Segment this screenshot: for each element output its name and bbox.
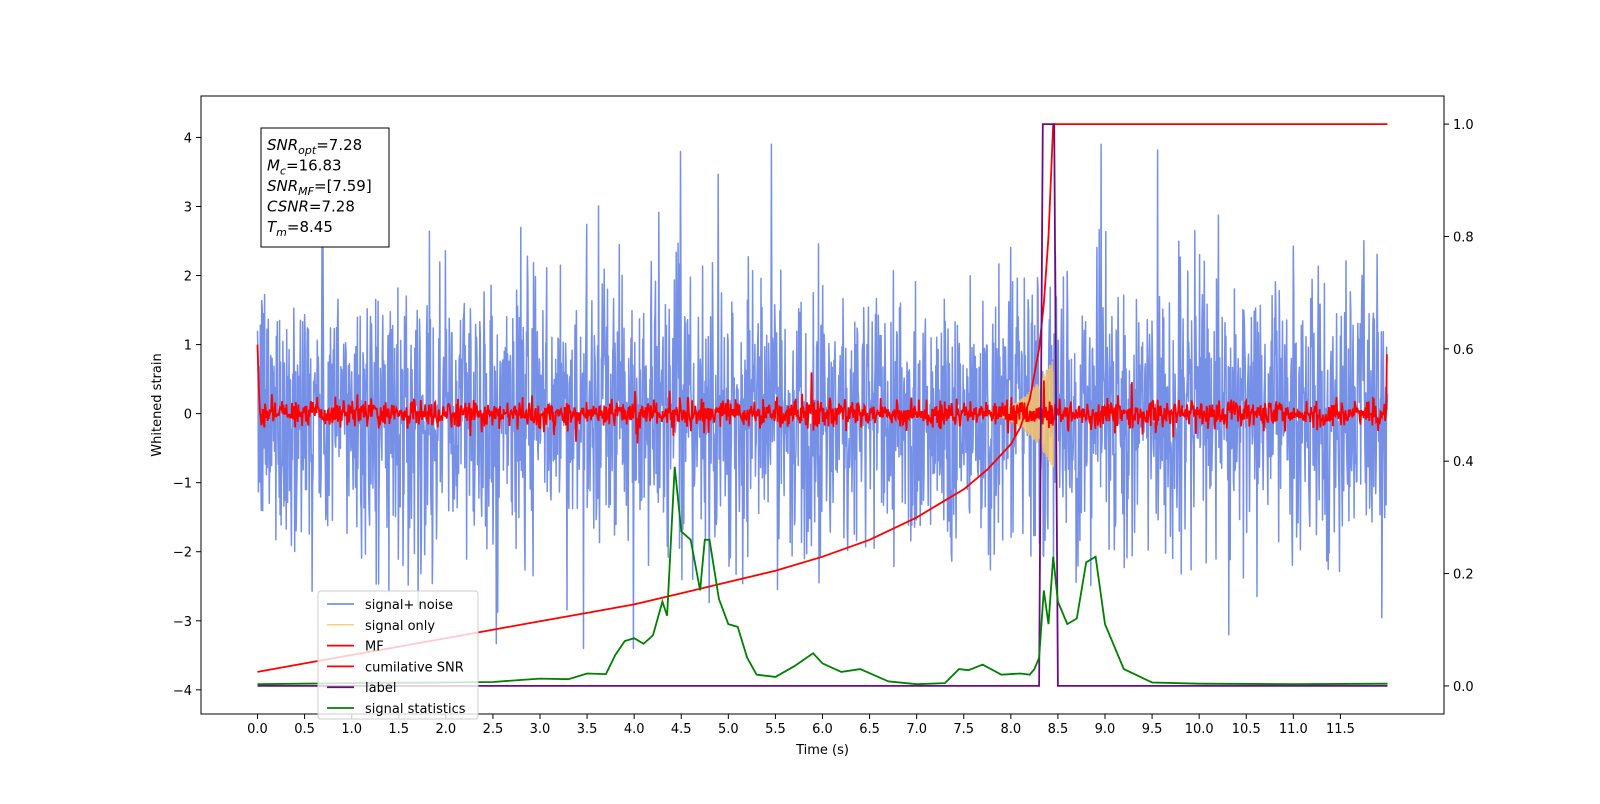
y-tick-label: −3 <box>173 615 192 630</box>
x-tick-label: 5.5 <box>765 722 786 737</box>
y-tick-label: 4 <box>184 131 192 146</box>
x-tick-label: 11.5 <box>1326 722 1355 737</box>
annotation-value: =7.28 <box>309 198 355 216</box>
legend-label-2: MF <box>365 640 384 655</box>
y-tick-label: 0 <box>184 408 192 423</box>
annotation-value: =7.28 <box>316 136 362 154</box>
legend-frame <box>317 590 479 720</box>
x-tick-label: 4.5 <box>671 722 692 737</box>
annotation-symbol: SNR <box>267 177 298 195</box>
y-tick-label: 2 <box>184 270 192 285</box>
annotation-symbol: M <box>267 157 280 175</box>
x-tick-label: 0.0 <box>247 722 268 737</box>
x-tick-label: 8.0 <box>1000 722 1021 737</box>
x-tick-label: 5.0 <box>718 722 739 737</box>
y2-tick-label: 0.8 <box>1453 230 1474 245</box>
annotation-value: =8.45 <box>287 218 333 236</box>
x-tick-label: 6.5 <box>859 722 880 737</box>
x-tick-label: 11.0 <box>1279 722 1308 737</box>
annotation-subscript: c <box>280 165 286 178</box>
x-tick-label: 3.0 <box>530 722 551 737</box>
y2-tick-label: 1.0 <box>1453 118 1474 133</box>
x-tick-label: 10.0 <box>1185 722 1214 737</box>
x-tick-label: 7.5 <box>953 722 974 737</box>
label-line <box>257 123 1388 687</box>
annotation-line-1: Mc=16.83 <box>267 157 342 178</box>
annotation-line-2: SNRMF=[7.59] <box>267 177 372 198</box>
annotation-subscript: m <box>276 226 287 239</box>
x-tick-label: 1.0 <box>341 722 362 737</box>
x-tick-label: 7.0 <box>906 722 927 737</box>
y2-tick-label: 0.0 <box>1453 680 1474 695</box>
legend-label-3: cumilative SNR <box>365 660 464 675</box>
x-tick-label: 9.5 <box>1142 722 1163 737</box>
x-tick-label: 9.0 <box>1095 722 1116 737</box>
x-tick-label: 2.5 <box>483 722 504 737</box>
annotation-symbol: T <box>267 218 278 236</box>
annotation-subscript: opt <box>298 144 317 157</box>
mf-line <box>256 344 1388 444</box>
x-axis-label: Time (s) <box>795 743 849 758</box>
x-tick-label: 6.0 <box>812 722 833 737</box>
annotation-line-3: CSNR=7.28 <box>267 198 355 216</box>
x-tick-label: 10.5 <box>1232 722 1261 737</box>
y-tick-label: 3 <box>184 200 192 215</box>
annotation-value: =[7.59] <box>314 177 372 195</box>
y-tick-label: 1 <box>184 339 192 354</box>
annotation-line-4: Tm=8.45 <box>267 218 333 239</box>
x-tick-label: 1.5 <box>388 722 409 737</box>
y-tick-label: −1 <box>173 477 192 492</box>
axes: 0.0 0.5 1.0 1.5 2.0 2.5 3.0 3.5 4.0 4.5 5.0 5.5 6.0 6… <box>150 95 1474 758</box>
y2-tick-label: 0.4 <box>1453 455 1474 470</box>
y-tick-label: −2 <box>173 546 192 561</box>
legend-label-5: signal statistics <box>365 702 466 717</box>
signal-noise-line <box>256 143 1389 650</box>
y2-tick-label: 0.2 <box>1453 568 1474 583</box>
x-tick-label: 3.5 <box>577 722 598 737</box>
annotation-frame <box>260 127 390 248</box>
annotation-box: SNRopt=7.28Mc=16.83SNRMF=[7.59]CSNR=7.28… <box>260 127 390 248</box>
legend-label-0: signal+ noise <box>365 598 453 613</box>
x-tick-label: 2.0 <box>435 722 456 737</box>
annotation-value: =16.83 <box>286 157 342 175</box>
x-tick-label: 4.0 <box>624 722 645 737</box>
x-tick-label: 8.5 <box>1048 722 1069 737</box>
x-tick-label: 0.5 <box>294 722 315 737</box>
y-axis-label: Whitened strain <box>150 353 165 456</box>
y2-tick-label: 0.6 <box>1453 343 1474 358</box>
annotation-subscript: MF <box>298 185 314 198</box>
signal-statistics-line <box>257 466 1388 686</box>
legend: signal+ noise signal only MF cumilative SNR… <box>317 590 479 720</box>
annotation-symbol: SNR <box>267 136 298 154</box>
annotation-line-0: SNRopt=7.28 <box>267 136 362 157</box>
legend-label-4: label <box>365 681 396 696</box>
annotation-symbol: CSNR <box>267 198 309 216</box>
y-tick-label: −4 <box>173 684 192 699</box>
legend-label-1: signal only <box>365 619 435 634</box>
